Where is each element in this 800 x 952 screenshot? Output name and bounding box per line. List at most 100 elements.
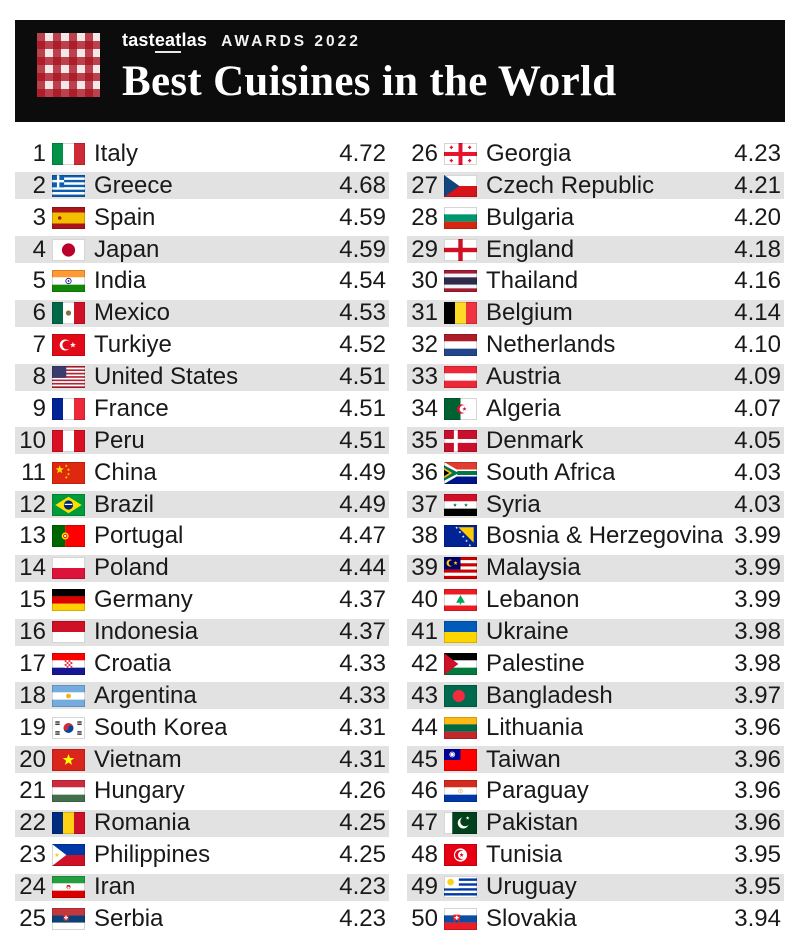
rank: 48 <box>411 841 438 869</box>
country-name: Germany <box>94 586 193 614</box>
list-item: 38 Bosnia & Herzegovina 3.99 <box>407 521 784 553</box>
score: 4.31 <box>339 745 386 773</box>
list-item: 22 Romania 4.25 <box>15 807 389 839</box>
list-item: 5 India 4.54 <box>15 266 389 298</box>
flag-icon-slovakia <box>444 907 477 930</box>
country-name: Ukraine <box>486 618 569 646</box>
country-name: Japan <box>94 235 160 263</box>
list-item: 37 Syria 4.03 <box>407 489 784 521</box>
country-name: Slovakia <box>486 904 577 932</box>
rank: 45 <box>411 745 438 773</box>
rank: 44 <box>411 713 438 741</box>
score: 4.03 <box>734 458 781 486</box>
flag-icon-peru <box>52 429 85 452</box>
flag-icon-austria <box>444 366 477 389</box>
rank: 49 <box>411 873 438 901</box>
flag-icon-malaysia <box>444 557 477 580</box>
flag-icon-serbia <box>52 907 85 930</box>
list-item: 35 Denmark 4.05 <box>407 425 784 457</box>
country-name: Lithuania <box>486 713 584 741</box>
list-item: 14 Poland 4.44 <box>15 552 389 584</box>
brand-line: tasteatlas AWARDS 2022 <box>122 30 616 53</box>
country-name: Pakistan <box>486 809 579 837</box>
score: 4.33 <box>339 649 386 677</box>
page-title: Best Cuisines in the World <box>122 58 617 105</box>
score: 3.96 <box>734 809 781 837</box>
flag-icon-palestine <box>444 652 477 675</box>
score: 4.26 <box>339 777 386 805</box>
rank: 5 <box>32 267 46 295</box>
score: 3.98 <box>734 618 781 646</box>
rank: 9 <box>32 394 46 422</box>
flag-icon-england <box>444 238 477 261</box>
list-item: 39 Malaysia 3.99 <box>407 552 784 584</box>
flag-icon-south-korea <box>52 716 85 739</box>
flag-icon-pakistan <box>444 812 477 835</box>
country-name: Indonesia <box>94 618 199 646</box>
country-name: Georgia <box>486 139 572 167</box>
score: 4.49 <box>339 490 386 518</box>
rank: 21 <box>19 777 46 805</box>
country-name: Tunisia <box>486 841 563 869</box>
list-item: 15 Germany 4.37 <box>15 584 389 616</box>
list-item: 16 Indonesia 4.37 <box>15 616 389 648</box>
rank: 37 <box>411 490 438 518</box>
country-name: Croatia <box>94 649 172 677</box>
country-name: Argentina <box>94 681 197 709</box>
rank: 43 <box>411 681 438 709</box>
score: 4.09 <box>734 363 781 391</box>
list-item: 48 Tunisia 3.95 <box>407 839 784 871</box>
header-text-block: tasteatlas AWARDS 2022 Best Cuisines in … <box>122 30 616 103</box>
flag-icon-taiwan <box>444 748 477 771</box>
rank: 2 <box>32 171 46 199</box>
flag-icon-lithuania <box>444 716 477 739</box>
rank: 29 <box>411 235 438 263</box>
list-item: 11 China 4.49 <box>15 457 389 489</box>
rank: 40 <box>411 586 438 614</box>
country-name: Thailand <box>486 267 579 295</box>
flag-icon-denmark <box>444 429 477 452</box>
country-name: Portugal <box>94 522 184 550</box>
country-name: Denmark <box>486 426 584 454</box>
rank: 18 <box>19 681 46 709</box>
list-item: 19 South Korea 4.31 <box>15 712 389 744</box>
rank: 15 <box>19 586 46 614</box>
brand-wordmark: tasteatlas <box>122 30 207 53</box>
country-name: Belgium <box>486 299 573 327</box>
rank: 50 <box>411 904 438 932</box>
flag-icon-czech-republic <box>444 174 477 197</box>
list-item: 32 Netherlands 4.10 <box>407 329 784 361</box>
flag-icon-iran <box>52 876 85 899</box>
score: 3.99 <box>734 522 781 550</box>
list-item: 13 Portugal 4.47 <box>15 521 389 553</box>
country-name: Philippines <box>94 841 211 869</box>
list-item: 21 Hungary 4.26 <box>15 776 389 808</box>
list-item: 4 Japan 4.59 <box>15 234 389 266</box>
rank: 41 <box>411 618 438 646</box>
flag-icon-hungary <box>52 780 85 803</box>
rank: 33 <box>411 363 438 391</box>
score: 3.96 <box>734 713 781 741</box>
country-name: Uruguay <box>486 873 577 901</box>
list-item: 30 Thailand 4.16 <box>407 266 784 298</box>
score: 4.05 <box>734 426 781 454</box>
score: 4.37 <box>339 618 386 646</box>
rank: 13 <box>19 522 46 550</box>
list-item: 29 England 4.18 <box>407 234 784 266</box>
country-name: India <box>94 267 147 295</box>
score: 4.16 <box>734 267 781 295</box>
score: 4.21 <box>734 171 781 199</box>
score: 4.59 <box>339 203 386 231</box>
rank: 32 <box>411 331 438 359</box>
list-item: 34 Algeria 4.07 <box>407 393 784 425</box>
list-item: 25 Serbia 4.23 <box>15 903 389 935</box>
rank: 34 <box>411 394 438 422</box>
list-item: 46 Paraguay 3.96 <box>407 776 784 808</box>
score: 4.44 <box>339 554 386 582</box>
score: 4.49 <box>339 458 386 486</box>
score: 4.23 <box>734 139 781 167</box>
list-item: 28 Bulgaria 4.20 <box>407 202 784 234</box>
list-item: 7 Turkiye 4.52 <box>15 329 389 361</box>
rank: 35 <box>411 426 438 454</box>
rank: 22 <box>19 809 46 837</box>
